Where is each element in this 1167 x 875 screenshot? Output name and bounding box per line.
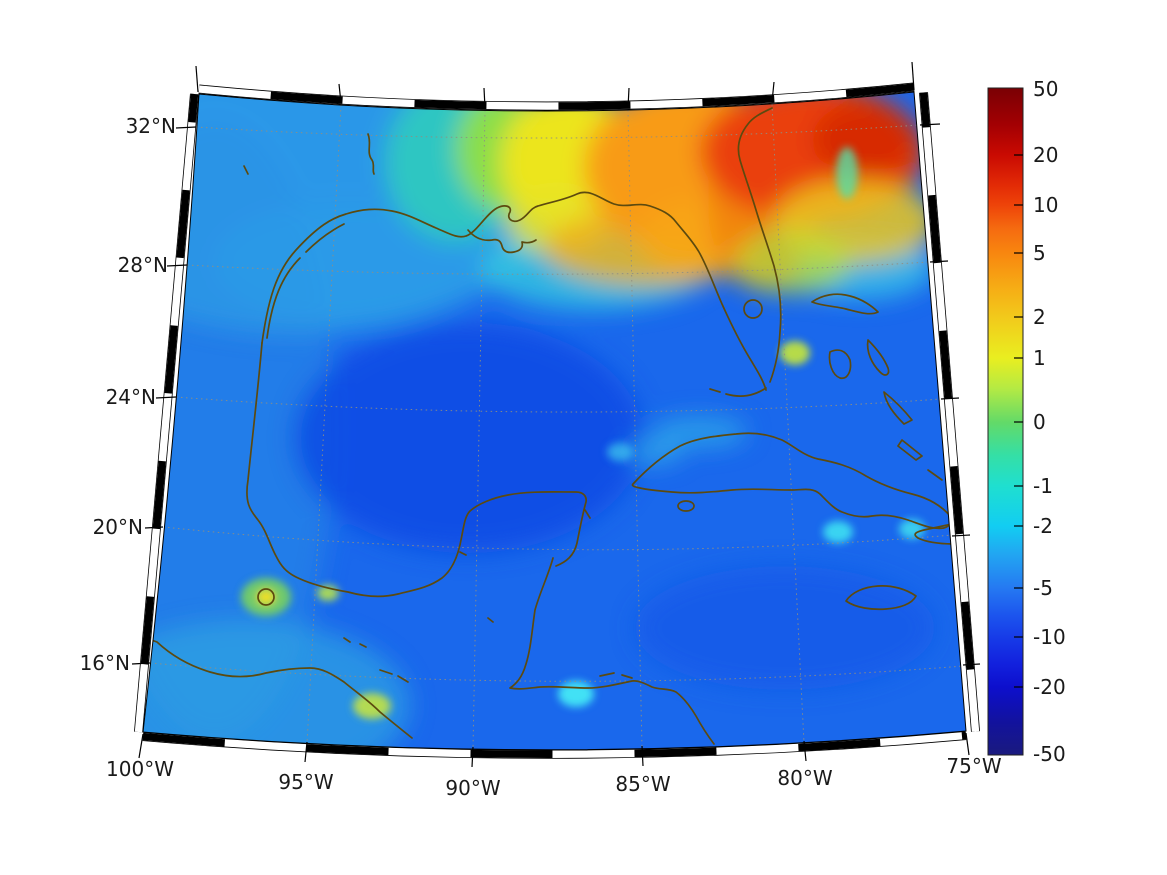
cb-label-50: 50: [1033, 77, 1058, 101]
cb-label-m2: -2: [1033, 514, 1053, 538]
small-islands: [243, 165, 633, 683]
colorbar-labels: 50 20 10 5 2 1 0 -1 -2 -5 -10 -20 -50: [1033, 77, 1066, 766]
isla-juventud: [677, 500, 695, 512]
axis-labels: 100°W 95°W 90°W 85°W 80°W 75°W 32°N 28°N…: [80, 114, 1002, 800]
cb-label-5: 5: [1033, 241, 1046, 265]
louisiana-river: [367, 133, 375, 175]
veracruz-lagoon-ring: [257, 588, 275, 606]
texas-barrier-islands: [266, 223, 345, 339]
lat-tick-label-20n: 20°N: [93, 515, 143, 539]
coastlines: [145, 107, 966, 745]
coastline-jamaica: [845, 585, 917, 611]
coastline-gulf-coast: [261, 191, 767, 391]
cb-label-0: 0: [1033, 410, 1046, 434]
coastline-central-america: [509, 557, 715, 745]
colorbar: 50 20 10 5 2 1 0 -1 -2 -5 -10 -20 -50: [987, 77, 1066, 766]
lon-tick-label-90w: 90°W: [445, 776, 500, 800]
lon-tick-label-100w: 100°W: [106, 757, 174, 781]
coastline-florida-east: [737, 107, 782, 383]
coastline-pacific: [145, 637, 413, 739]
lake-okeechobee: [743, 299, 763, 319]
lat-tick-label-28n: 28°N: [118, 253, 168, 277]
lon-tick-label-85w: 85°W: [615, 772, 670, 796]
coastline-cuba: [631, 432, 953, 530]
lat-tick-label-24n: 24°N: [106, 385, 156, 409]
coastline-bahamas: [811, 293, 943, 481]
scalar-field: [143, 92, 966, 750]
lat-tick-label-32n: 32°N: [126, 114, 176, 138]
cb-label-2: 2: [1033, 305, 1046, 329]
lon-tick-label-80w: 80°W: [777, 766, 832, 790]
map-boundary: [142, 91, 967, 751]
mississippi-delta: [467, 229, 537, 254]
map-frame: [134, 82, 980, 759]
cb-label-m20: -20: [1033, 675, 1066, 699]
graticule: [149, 103, 964, 750]
cb-label-m10: -10: [1033, 625, 1066, 649]
lat-tick-label-16n: 16°N: [80, 651, 130, 675]
coastline-mexico: [246, 342, 587, 598]
lon-tick-label-75w: 75°W: [946, 754, 1001, 778]
cb-label-m50: -50: [1033, 742, 1066, 766]
lon-tick-label-95w: 95°W: [278, 770, 333, 794]
axis-ticks: [131, 61, 981, 768]
cb-label-20: 20: [1033, 143, 1058, 167]
florida-keys: [709, 387, 767, 397]
cb-label-10: 10: [1033, 193, 1058, 217]
colorbar-ticks: [1014, 154, 1023, 688]
cb-label-1: 1: [1033, 346, 1046, 370]
cb-label-m5: -5: [1033, 576, 1053, 600]
coastline-hispaniola: [914, 520, 966, 545]
cb-label-m1: -1: [1033, 474, 1053, 498]
